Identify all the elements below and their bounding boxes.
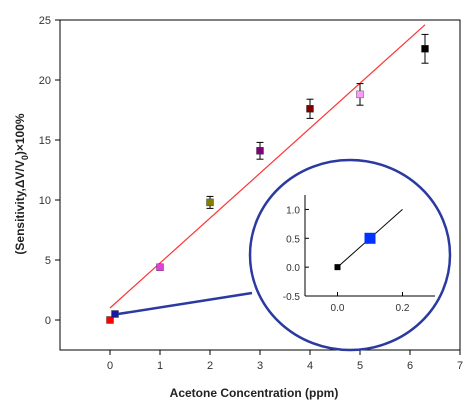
y-title-part: (Sensitivity, bbox=[13, 188, 27, 254]
y-tick-label: 15 bbox=[39, 135, 51, 147]
y-tick-label: 25 bbox=[39, 15, 51, 27]
inset-plot: -0.5 0.0 0.5 1.0 0.0 0.2 bbox=[117, 158, 452, 352]
x-tick-label: 2 bbox=[207, 360, 213, 372]
inset-pointer-line bbox=[117, 291, 253, 316]
inset-data-point bbox=[334, 264, 341, 271]
x-tick-label: 1 bbox=[157, 360, 163, 372]
data-point bbox=[111, 310, 119, 318]
data-point bbox=[421, 45, 429, 53]
main-plot-area: 0 1 2 3 4 5 6 7 0 5 10 15 20 25 bbox=[39, 15, 463, 372]
x-tick-label: 4 bbox=[307, 360, 313, 372]
inset-y-tick-label: 0.0 bbox=[286, 263, 300, 274]
inset-magnifier-circle bbox=[248, 158, 452, 352]
data-point bbox=[356, 90, 364, 99]
data-point bbox=[306, 105, 314, 113]
x-tick-label: 5 bbox=[357, 360, 363, 372]
y-title-subscript: 0 bbox=[20, 155, 30, 160]
y-tick-label: 0 bbox=[45, 315, 51, 327]
inset-x-tick-label: 0.2 bbox=[396, 303, 410, 314]
y-title-part: ΔV/V bbox=[13, 160, 27, 188]
data-point bbox=[156, 263, 164, 271]
y-axis-title: (Sensitivity,ΔV/V0)×100% bbox=[13, 113, 30, 254]
x-tick-label: 0 bbox=[107, 360, 113, 372]
x-axis-title: Acetone Concentration (ppm) bbox=[170, 386, 339, 400]
y-tick-label: 20 bbox=[39, 75, 51, 87]
fit-line bbox=[109, 24, 426, 309]
y-tick-label: 10 bbox=[39, 195, 51, 207]
inset-y-tick-label: -0.5 bbox=[283, 292, 301, 303]
x-tick-label: 3 bbox=[257, 360, 263, 372]
x-tick-label: 7 bbox=[457, 360, 463, 372]
data-point bbox=[206, 198, 214, 207]
x-tick-label: 6 bbox=[407, 360, 413, 372]
y-tick-label: 5 bbox=[45, 255, 51, 267]
inset-data-point bbox=[364, 232, 376, 244]
data-point bbox=[106, 316, 114, 324]
inset-y-tick-label: 1.0 bbox=[286, 205, 300, 216]
inset-x-tick-label: 0.0 bbox=[331, 303, 345, 314]
data-point bbox=[256, 147, 264, 155]
y-title-part: )×100% bbox=[13, 113, 27, 155]
inset-y-tick-label: 0.5 bbox=[286, 234, 300, 245]
